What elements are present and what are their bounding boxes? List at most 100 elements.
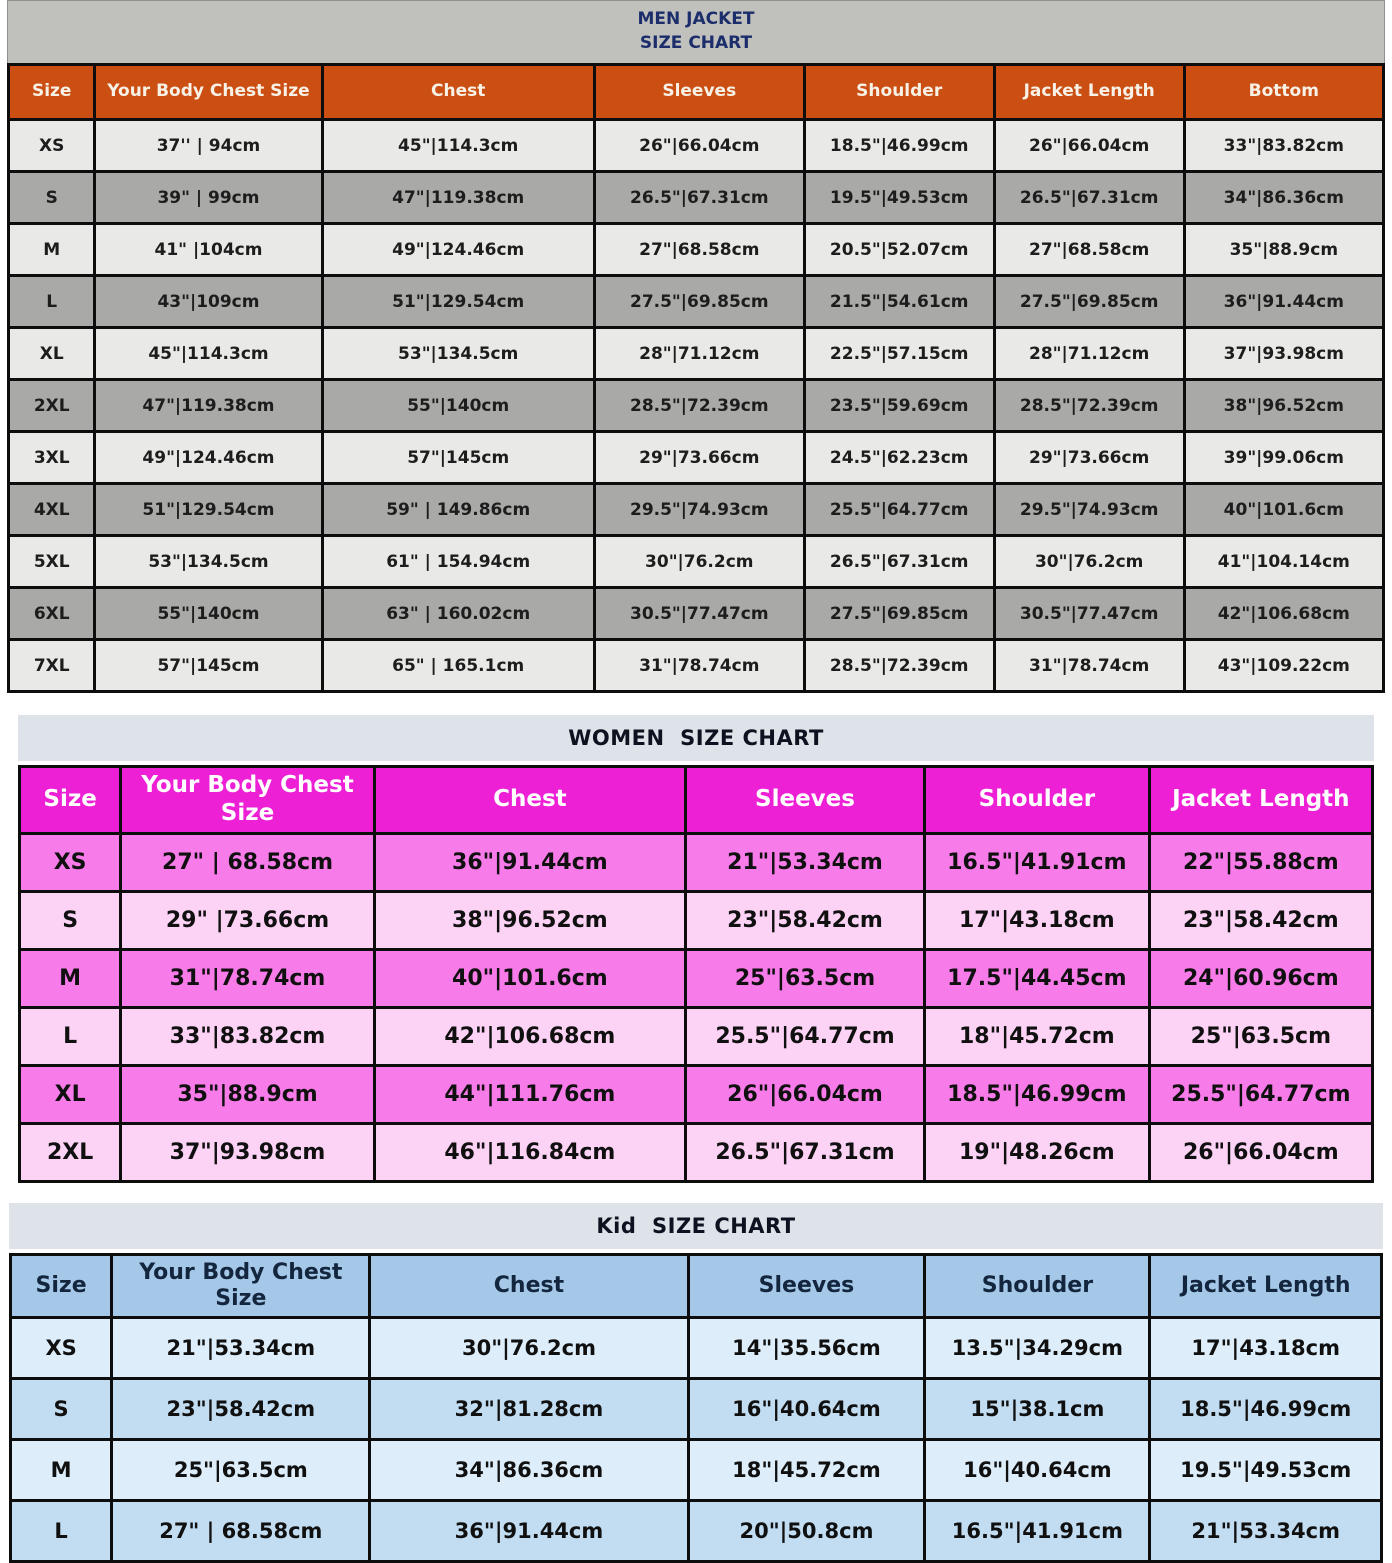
measurement-cell: 30.5"|77.47cm bbox=[992, 586, 1186, 641]
measurement-cell: 21.5"|54.61cm bbox=[802, 274, 996, 329]
measurement-cell: 41" |104cm bbox=[93, 222, 324, 277]
women-size-table: Size Your Body Chest Size Chest Sleeves Shou… bbox=[17, 765, 1375, 1183]
measurement-cell: 18.5"|46.99cm bbox=[923, 1064, 1151, 1125]
measurement-cell: 43"|109cm bbox=[93, 274, 324, 329]
measurement-cell: 30"|76.2cm bbox=[592, 534, 806, 589]
measurement-cell: 25.5"|64.77cm bbox=[1147, 1064, 1375, 1125]
measurement-cell: 16"|40.64cm bbox=[923, 1438, 1152, 1502]
women-row-xl: XL 35"|88.9cm 44"|111.76cm 26"|66.04cm 18.5"… bbox=[17, 1064, 1375, 1125]
measurement-cell: 27"|68.58cm bbox=[992, 222, 1186, 277]
women-row-l: L 33"|83.82cm 42"|106.68cm 25.5"|64.77cm 18"… bbox=[17, 1006, 1375, 1067]
measurement-cell: 25.5"|64.77cm bbox=[802, 482, 996, 537]
measurement-cell: 47"|119.38cm bbox=[93, 378, 324, 433]
kid-chart-title: Kid SIZE CHART bbox=[9, 1203, 1383, 1249]
measurement-cell: 31"|78.74cm bbox=[992, 638, 1186, 693]
measurement-cell: 42"|106.68cm bbox=[1182, 586, 1386, 641]
measurement-cell: 16.5"|41.91cm bbox=[923, 832, 1151, 893]
kid-header-row: Size Your Body Chest Size Chest Sleeves Shou… bbox=[8, 1253, 1383, 1319]
measurement-cell: 46"|116.84cm bbox=[372, 1122, 687, 1183]
measurement-cell: 31"|78.74cm bbox=[592, 638, 806, 693]
kid-column-header-your-body-chest-size: Your Body Chest Size bbox=[110, 1253, 372, 1319]
measurement-cell: 53"|134.5cm bbox=[93, 534, 324, 589]
measurement-cell: 35"|88.9cm bbox=[119, 1064, 376, 1125]
measurement-cell: 24.5"|62.23cm bbox=[802, 430, 996, 485]
men-row-xs: XS 37'' | 94cm 45"|114.3cm 26"|66.04cm 18.5"… bbox=[6, 118, 1386, 173]
measurement-cell: 18.5"|46.99cm bbox=[802, 118, 996, 173]
women-column-header-jacket-length: Jacket Length bbox=[1147, 765, 1375, 835]
measurement-cell: 55"|140cm bbox=[320, 378, 596, 433]
measurement-cell: 16"|40.64cm bbox=[686, 1377, 927, 1441]
measurement-cell: 59" | 149.86cm bbox=[320, 482, 596, 537]
men-size-table: Size Your Body Chest Size Chest Sleeves Shou… bbox=[6, 63, 1386, 693]
size-label-cell: XS bbox=[6, 118, 97, 173]
measurement-cell: 42"|106.68cm bbox=[372, 1006, 687, 1067]
men-column-header-jacket-length: Jacket Length bbox=[992, 63, 1186, 121]
size-label-cell: XL bbox=[17, 1064, 123, 1125]
measurement-cell: 53"|134.5cm bbox=[320, 326, 596, 381]
measurement-cell: 36"|91.44cm bbox=[1182, 274, 1386, 329]
kid-column-header-jacket-length: Jacket Length bbox=[1148, 1253, 1383, 1319]
men-row-7xl: 7XL 57"|145cm 65" | 165.1cm 31"|78.74cm 28.5… bbox=[6, 638, 1386, 693]
measurement-cell: 30.5"|77.47cm bbox=[592, 586, 806, 641]
measurement-cell: 38"|96.52cm bbox=[372, 890, 687, 951]
men-chart-title: MEN JACKET SIZE CHART bbox=[7, 0, 1385, 63]
measurement-cell: 14"|35.56cm bbox=[686, 1316, 927, 1380]
measurement-cell: 29.5"|74.93cm bbox=[592, 482, 806, 537]
measurement-cell: 27.5"|69.85cm bbox=[992, 274, 1186, 329]
men-row-2xl: 2XL 47"|119.38cm 55"|140cm 28.5"|72.39cm 23.… bbox=[6, 378, 1386, 433]
measurement-cell: 51"|129.54cm bbox=[93, 482, 324, 537]
size-label-cell: L bbox=[17, 1006, 123, 1067]
measurement-cell: 36"|91.44cm bbox=[368, 1499, 690, 1563]
measurement-cell: 25"|63.5cm bbox=[1147, 1006, 1375, 1067]
measurement-cell: 41"|104.14cm bbox=[1182, 534, 1386, 589]
measurement-cell: 29.5"|74.93cm bbox=[992, 482, 1186, 537]
size-label-cell: 6XL bbox=[6, 586, 97, 641]
size-label-cell: S bbox=[8, 1377, 114, 1441]
kid-column-header-chest: Chest bbox=[368, 1253, 690, 1319]
measurement-cell: 29"|73.66cm bbox=[992, 430, 1186, 485]
measurement-cell: 26.5"|67.31cm bbox=[683, 1122, 927, 1183]
measurement-cell: 21"|53.34cm bbox=[683, 832, 927, 893]
kid-row-m: M 25"|63.5cm 34"|86.36cm 18"|45.72cm 16"|40.… bbox=[8, 1438, 1383, 1502]
measurement-cell: 25"|63.5cm bbox=[110, 1438, 372, 1502]
measurement-cell: 27.5"|69.85cm bbox=[802, 586, 996, 641]
men-row-4xl: 4XL 51"|129.54cm 59" | 149.86cm 29.5"|74.93… bbox=[6, 482, 1386, 537]
kid-row-xs: XS 21"|53.34cm 30"|76.2cm 14"|35.56cm 13.5"|… bbox=[8, 1316, 1383, 1380]
measurement-cell: 17.5"|44.45cm bbox=[923, 948, 1151, 1009]
measurement-cell: 25.5"|64.77cm bbox=[683, 1006, 927, 1067]
women-column-header-sleeves: Sleeves bbox=[683, 765, 927, 835]
size-label-cell: M bbox=[17, 948, 123, 1009]
men-row-xl: XL 45"|114.3cm 53"|134.5cm 28"|71.12cm 22.5"… bbox=[6, 326, 1386, 381]
men-row-5xl: 5XL 53"|134.5cm 61" | 154.94cm 30"|76.2cm 26… bbox=[6, 534, 1386, 589]
measurement-cell: 15"|38.1cm bbox=[923, 1377, 1152, 1441]
measurement-cell: 26"|66.04cm bbox=[992, 118, 1186, 173]
size-label-cell: M bbox=[6, 222, 97, 277]
measurement-cell: 28"|71.12cm bbox=[992, 326, 1186, 381]
measurement-cell: 18.5"|46.99cm bbox=[1148, 1377, 1383, 1441]
measurement-cell: 40"|101.6cm bbox=[372, 948, 687, 1009]
women-row-xs: XS 27" | 68.58cm 36"|91.44cm 21"|53.34cm 16.… bbox=[17, 832, 1375, 893]
measurement-cell: 26"|66.04cm bbox=[592, 118, 806, 173]
measurement-cell: 57"|145cm bbox=[320, 430, 596, 485]
measurement-cell: 30"|76.2cm bbox=[992, 534, 1186, 589]
size-label-cell: 5XL bbox=[6, 534, 97, 589]
measurement-cell: 21"|53.34cm bbox=[1148, 1499, 1383, 1563]
measurement-cell: 27"|68.58cm bbox=[592, 222, 806, 277]
men-column-header-sleeves: Sleeves bbox=[592, 63, 806, 121]
measurement-cell: 49"|124.46cm bbox=[320, 222, 596, 277]
men-row-m: M 41" |104cm 49"|124.46cm 27"|68.58cm 20.5"|… bbox=[6, 222, 1386, 277]
measurement-cell: 13.5"|34.29cm bbox=[923, 1316, 1152, 1380]
size-label-cell: XS bbox=[8, 1316, 114, 1380]
measurement-cell: 26.5"|67.31cm bbox=[592, 170, 806, 225]
men-header-row: Size Your Body Chest Size Chest Sleeves Shou… bbox=[6, 63, 1386, 121]
measurement-cell: 39" | 99cm bbox=[93, 170, 324, 225]
measurement-cell: 25"|63.5cm bbox=[683, 948, 927, 1009]
measurement-cell: 17"|43.18cm bbox=[923, 890, 1151, 951]
size-label-cell: XS bbox=[17, 832, 123, 893]
measurement-cell: 22"|55.88cm bbox=[1147, 832, 1375, 893]
size-label-cell: XL bbox=[6, 326, 97, 381]
measurement-cell: 34"|86.36cm bbox=[1182, 170, 1386, 225]
men-row-6xl: 6XL 55"|140cm 63" | 160.02cm 30.5"|77.47cm 2… bbox=[6, 586, 1386, 641]
measurement-cell: 40"|101.6cm bbox=[1182, 482, 1386, 537]
